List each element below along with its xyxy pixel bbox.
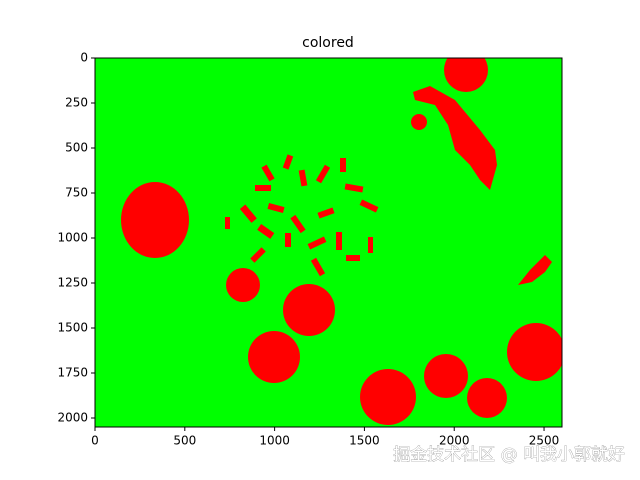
- blob: [444, 58, 488, 92]
- blob: [226, 268, 260, 302]
- blob: [424, 354, 468, 398]
- x-tick-label: 0: [91, 434, 99, 448]
- blob: [467, 378, 507, 418]
- blob: [518, 255, 552, 285]
- chromosomes: [225, 154, 379, 277]
- blob: [283, 284, 335, 336]
- chart-title: colored: [302, 35, 354, 51]
- x-tick-label: 1000: [259, 434, 290, 448]
- x-tick-label: 2500: [529, 434, 560, 448]
- y-tick-label: 1500: [57, 321, 88, 335]
- x-tick-label: 500: [173, 434, 196, 448]
- blob: [411, 114, 427, 130]
- y-tick-label: 1000: [57, 231, 88, 245]
- y-tick-label: 1750: [57, 366, 88, 380]
- y-tick-label: 500: [65, 141, 88, 155]
- y-tick-label: 750: [65, 186, 88, 200]
- blob: [507, 323, 562, 381]
- x-tick-label: 2000: [439, 434, 470, 448]
- blob: [413, 86, 497, 190]
- blob: [121, 182, 189, 258]
- axes-frame: [94, 57, 563, 428]
- watermark: 掘金技术社区 @ 叫我小郭就好: [393, 445, 625, 465]
- y-tick-label: 0: [80, 51, 88, 65]
- y-tick-label: 2000: [57, 411, 88, 425]
- y-tick-label: 1250: [57, 276, 88, 290]
- x-tick-label: 1500: [349, 434, 380, 448]
- image-objects: [121, 58, 562, 425]
- blob: [360, 369, 416, 425]
- y-tick-label: 250: [65, 96, 88, 110]
- blob: [248, 331, 300, 383]
